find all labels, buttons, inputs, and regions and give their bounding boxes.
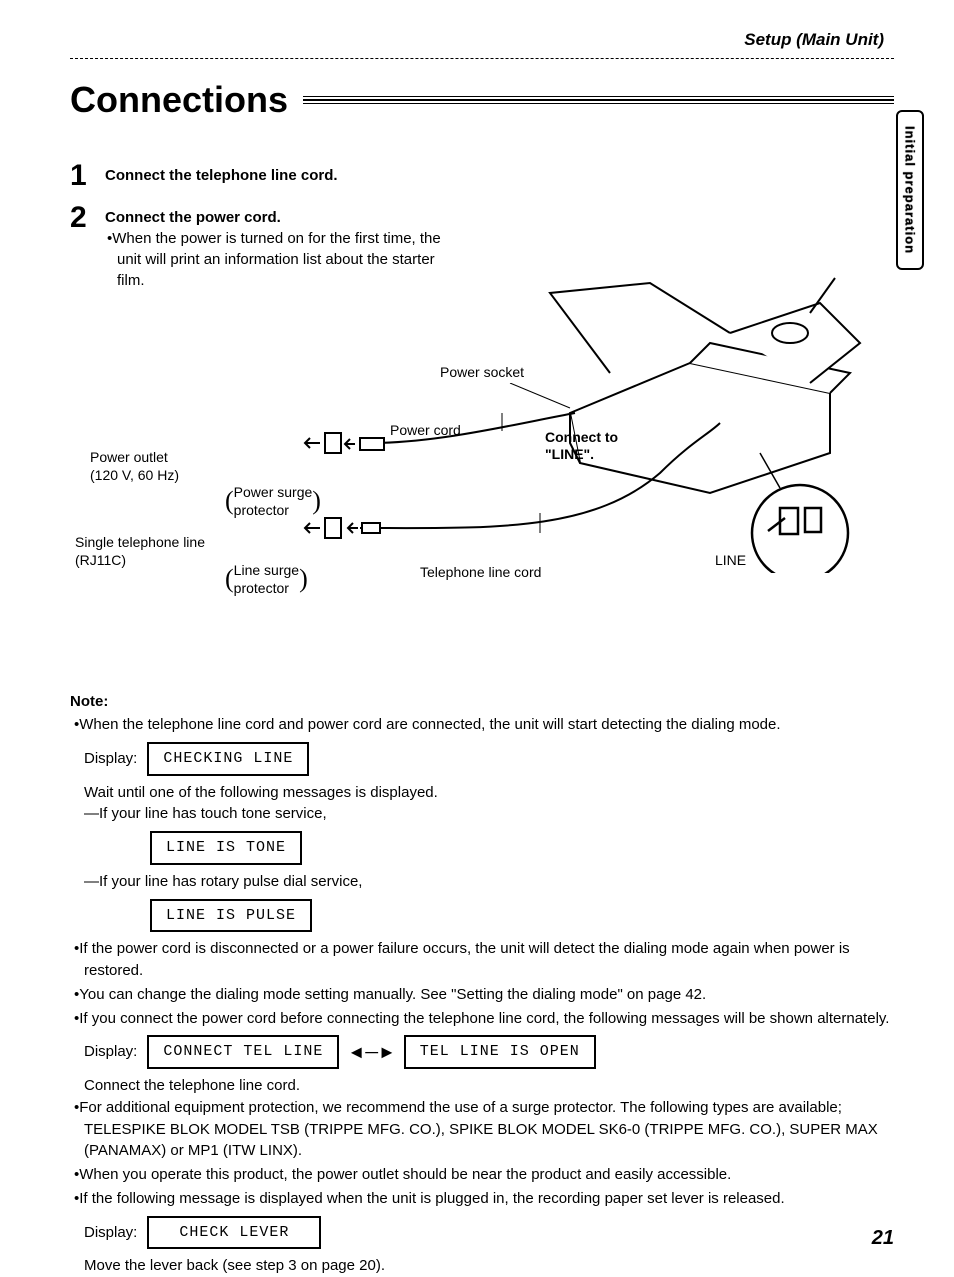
step-title: Connect the telephone line cord. [105,165,338,186]
section-header: Setup (Main Unit) [70,30,894,50]
note-line: •You can change the dialing mode setting… [70,984,894,1006]
text: Power surge [234,484,313,500]
text: (120 V, 60 Hz) [90,467,179,483]
note-line: Connect the telephone line cord. [84,1075,894,1097]
label-single-tel: Single telephone line (RJ11C) [75,533,205,569]
display-label: Display: [84,748,137,770]
note-line: •If the power cord is disconnected or a … [70,938,894,982]
step-title: Connect the power cord. [105,207,445,228]
label-power-surge: ( Power surge protector ) [225,483,321,519]
step-subtext: •When the power is turned on for the fir… [105,228,445,291]
text: Line surge [234,562,299,578]
note-heading: Note: [70,693,894,710]
lcd-display: LINE IS TONE [150,831,302,865]
step-1: 1 Connect the telephone line cord. [70,161,894,191]
divider [70,58,894,59]
label-line-surge: ( Line surge protector ) [225,561,308,597]
note-line: •For additional equipment protection, we… [70,1097,894,1162]
tab-label: Initial preparation [903,126,918,254]
text: Power outlet [90,449,168,465]
display-label: Display: [84,1041,137,1063]
lcd-display: TEL LINE IS OPEN [404,1035,596,1069]
label-power-outlet: Power outlet (120 V, 60 Hz) [90,448,179,484]
notes: •When the telephone line cord and power … [70,714,894,1277]
title-rule [303,96,894,104]
connection-diagram: Power socket Power cord Connect to "LINE… [70,303,894,673]
note-line: —If your line has touch tone service, [84,803,894,825]
text: protector [234,580,289,596]
note-line: —If your line has rotary pulse dial serv… [84,871,894,893]
text: Single telephone line [75,534,205,550]
label-line: LINE [715,551,746,569]
step-number: 1 [70,161,105,191]
double-arrow-icon: ◄─► [347,1039,395,1065]
label-line-quote: "LINE". [545,445,594,463]
label-power-cord: Power cord [390,421,461,439]
display-label: Display: [84,1222,137,1244]
lcd-display: CHECKING LINE [147,742,309,776]
note-line: •When the telephone line cord and power … [70,714,894,736]
lcd-display: CONNECT TEL LINE [147,1035,339,1069]
side-tab: Initial preparation [896,110,924,270]
label-power-socket: Power socket [440,363,524,381]
label-tel-cord: Telephone line cord [420,563,541,581]
lcd-display: LINE IS PULSE [150,899,312,933]
lcd-display: CHECK LEVER [147,1216,321,1250]
note-line: •When you operate this product, the powe… [70,1164,894,1186]
text: (RJ11C) [75,552,126,568]
note-line: •If the following message is displayed w… [70,1188,894,1210]
text: protector [234,502,289,518]
note-line: Move the lever back (see step 3 on page … [84,1255,894,1277]
label-connect-to: Connect to [545,428,618,446]
page-number: 21 [872,1227,894,1250]
note-line: Wait until one of the following messages… [84,782,894,804]
step-number: 2 [70,203,105,291]
page-title: Connections [70,79,288,121]
title-row: Connections [70,79,894,121]
note-line: •If you connect the power cord before co… [70,1008,894,1030]
